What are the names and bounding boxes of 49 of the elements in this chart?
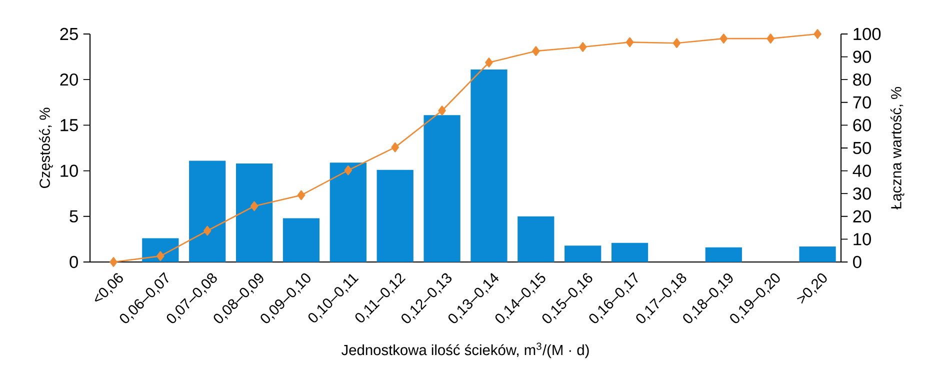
point bbox=[672, 38, 681, 48]
y2-tick-label: 80 bbox=[853, 73, 871, 86]
y2-tick-label: 60 bbox=[853, 119, 871, 132]
y-tick-label: 10 bbox=[60, 164, 78, 177]
x-axis-title: Jednostkowa ilość ścieków, m$^{3}$/(M · d) bbox=[342, 342, 589, 358]
y2-tick-label: 20 bbox=[853, 210, 871, 223]
bar bbox=[330, 162, 366, 262]
point bbox=[110, 257, 118, 267]
point bbox=[344, 165, 352, 176]
point bbox=[438, 106, 446, 116]
y2-tick-label: 40 bbox=[852, 164, 871, 177]
y-tick-label: 15 bbox=[60, 119, 78, 132]
point bbox=[720, 34, 728, 44]
y2-tick-label: 10 bbox=[854, 233, 871, 246]
y-tick-label: 20 bbox=[60, 73, 78, 86]
point bbox=[391, 142, 399, 152]
bar bbox=[282, 218, 320, 262]
y-tick-label: 5 bbox=[70, 210, 78, 222]
bar bbox=[236, 163, 273, 262]
point bbox=[626, 37, 634, 48]
point bbox=[156, 251, 164, 261]
y2-tick-label: 100 bbox=[854, 28, 881, 40]
point bbox=[532, 46, 540, 56]
point bbox=[203, 226, 212, 236]
bar bbox=[799, 246, 836, 262]
y-tick-label: 25 bbox=[60, 28, 78, 40]
bar bbox=[470, 70, 508, 262]
y2-tick-label: 50 bbox=[853, 142, 871, 154]
y2-tick-label: 30 bbox=[853, 187, 871, 200]
bar bbox=[705, 247, 742, 262]
point bbox=[250, 201, 258, 212]
y2-tick-label: 70 bbox=[853, 96, 871, 109]
y2-tick-label: 90 bbox=[853, 50, 871, 63]
y-axis-title: Częstość, % bbox=[39, 108, 53, 188]
bar bbox=[611, 242, 648, 262]
y2-axis-title: Łączna wartość, % bbox=[890, 87, 904, 210]
point bbox=[814, 29, 822, 39]
point bbox=[485, 58, 493, 68]
point bbox=[297, 190, 306, 200]
bar bbox=[376, 170, 414, 262]
bar bbox=[564, 246, 602, 262]
point bbox=[766, 34, 774, 44]
bar bbox=[424, 115, 460, 262]
bar bbox=[142, 238, 179, 262]
point bbox=[578, 42, 587, 52]
bar bbox=[518, 216, 554, 262]
bar bbox=[189, 160, 226, 262]
y2-tick-label: 0 bbox=[853, 256, 862, 268]
y-tick-label: 0 bbox=[70, 256, 78, 268]
